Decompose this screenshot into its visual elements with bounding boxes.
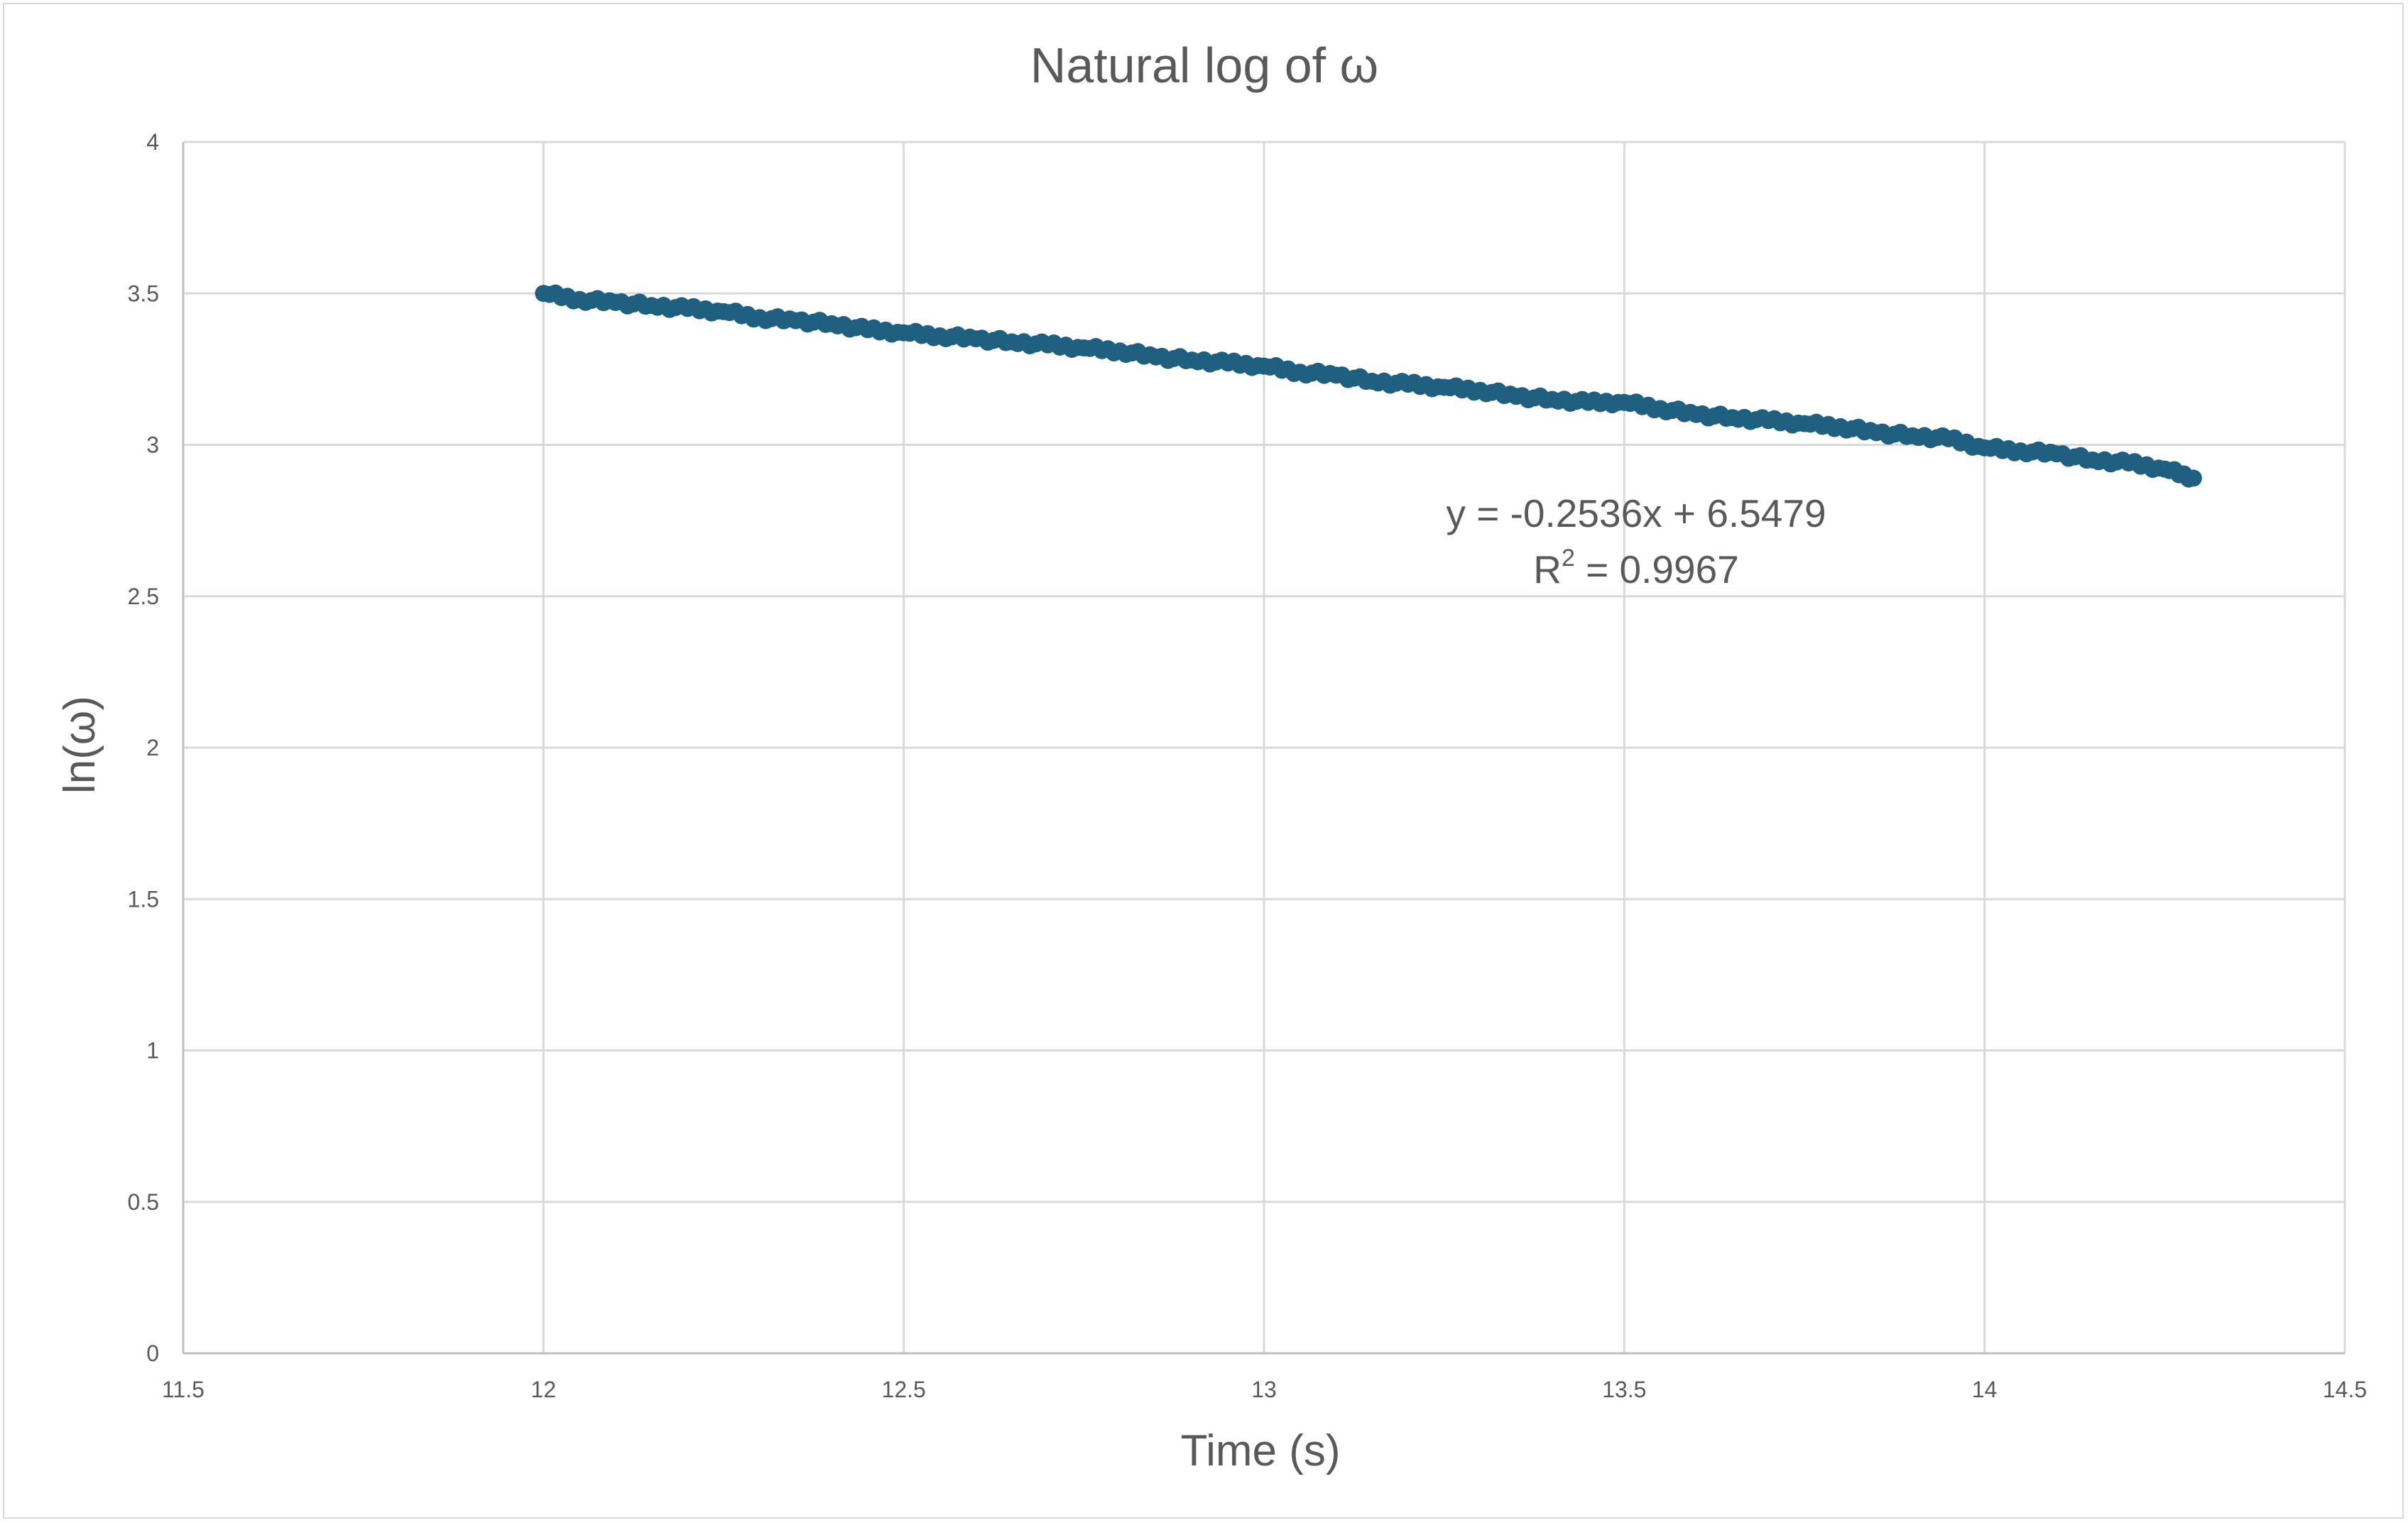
x-axis-title: Time (s) — [1181, 1426, 1341, 1475]
x-tick-label: 14 — [1972, 1377, 1998, 1402]
r-squared-value: = 0.9967 — [1575, 547, 1739, 591]
x-tick-label: 11.5 — [162, 1377, 205, 1402]
y-tick-label: 2 — [146, 735, 159, 760]
trendline-r-squared: R2 = 0.9967 — [1533, 545, 1739, 591]
y-tick-label: 0.5 — [128, 1189, 159, 1215]
x-tick-label: 13 — [1251, 1377, 1277, 1402]
r-squared-label: R — [1533, 547, 1562, 591]
gridlines — [183, 141, 2346, 1353]
chart-text: Natural log of ω Time (s) ln(ω) y = -0.2… — [55, 38, 2367, 1475]
x-tick-label: 13.5 — [1602, 1377, 1646, 1402]
trendline-equation: y = -0.2536x + 6.5479 — [1446, 491, 1826, 535]
y-axis-title: ln(ω) — [55, 696, 104, 794]
data-points — [535, 284, 2202, 488]
axes — [182, 142, 2345, 1355]
chart-canvas: Natural log of ω Time (s) ln(ω) y = -0.2… — [55, 38, 2367, 1475]
chart-title: Natural log of ω — [1030, 38, 1378, 93]
x-tick-label: 12 — [531, 1377, 557, 1402]
y-tick-label: 1 — [146, 1038, 159, 1064]
y-tick-label: 0 — [146, 1341, 159, 1366]
y-tick-label: 3 — [146, 432, 159, 458]
y-tick-label: 1.5 — [128, 886, 159, 912]
data-point — [2184, 469, 2202, 487]
r-squared-superscript: 2 — [1562, 545, 1575, 572]
chart-area: Natural log of ω Time (s) ln(ω) y = -0.2… — [3, 3, 2404, 1519]
x-tick-label: 12.5 — [882, 1377, 926, 1402]
y-tick-label: 4 — [146, 129, 159, 155]
x-tick-label: 14.5 — [2323, 1377, 2367, 1402]
y-tick-label: 2.5 — [128, 584, 159, 609]
y-tick-label: 3.5 — [128, 280, 159, 306]
